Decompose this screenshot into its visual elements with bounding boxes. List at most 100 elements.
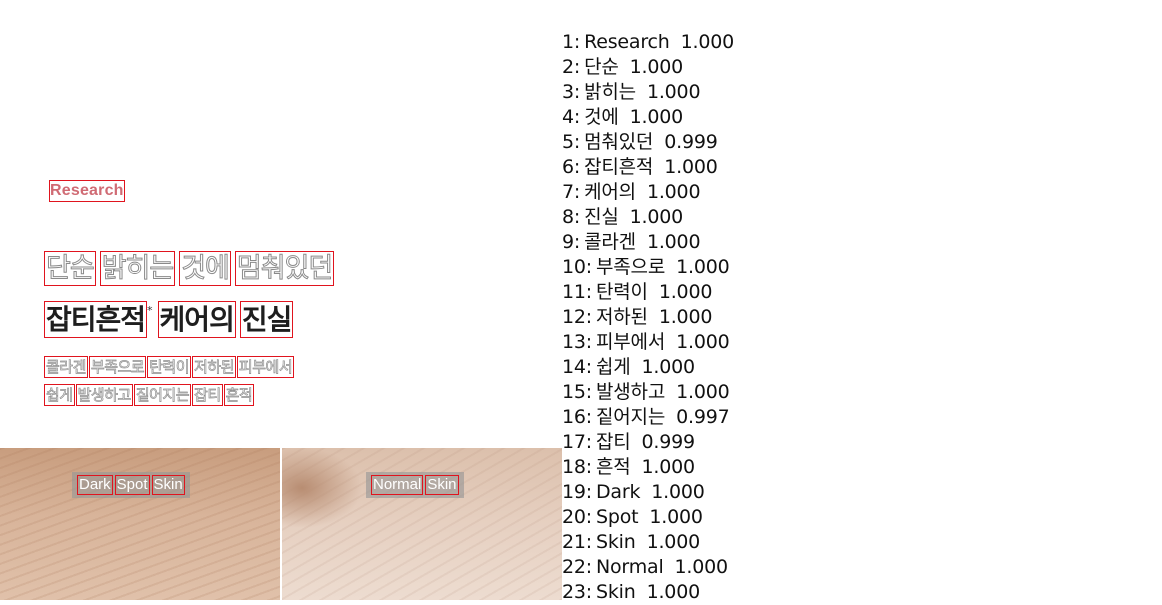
detection-score: 1.000 — [649, 506, 703, 528]
headline-line-2: 잡티흔적 * 케어의 진실 — [43, 301, 294, 338]
detection-score: 0.999 — [664, 131, 718, 153]
detection-row: 4: 것에 1.000 — [562, 105, 1162, 130]
detection-index: 18: — [562, 456, 592, 478]
detection-text: 케어의 — [584, 181, 636, 203]
normal-skin-photo — [282, 448, 562, 600]
subtext-word: 부족으로 — [88, 356, 147, 378]
detection-index: 7: — [562, 181, 581, 203]
detection-text: 짙어지는 — [595, 406, 666, 428]
detection-index: 11: — [562, 281, 592, 303]
detection-text: Dark — [595, 481, 641, 503]
dark-spot-skin-photo — [0, 448, 280, 600]
label-word: Normal — [370, 475, 424, 495]
detection-score: 1.000 — [676, 381, 730, 403]
headline-word: 멈춰있던 — [234, 251, 335, 286]
research-label: Research — [49, 180, 125, 202]
detection-index: 10: — [562, 256, 592, 278]
detection-row: 21: Skin 1.000 — [562, 530, 1162, 555]
subtext-word: 발생하고 — [75, 384, 133, 406]
detection-text: 것에 — [584, 106, 619, 128]
detection-row: 14: 쉽게 1.000 — [562, 355, 1162, 380]
detection-index: 6: — [562, 156, 581, 178]
subtext-line-2: 쉽게 발생하고 짙어지는 잡티 흔적 — [44, 384, 255, 406]
detection-index: 16: — [562, 406, 592, 428]
detection-row: 23: Skin 1.000 — [562, 580, 1162, 605]
headline-word: 케어의 — [157, 301, 236, 338]
detection-text: 콜라겐 — [584, 231, 636, 253]
detection-row: 3: 밝히는 1.000 — [562, 80, 1162, 105]
detection-text: 쉽게 — [595, 356, 631, 378]
detection-results-list: 1: Research 1.000 2: 단순 1.000 3: 밝히는 1.000 4: 것에 1.… — [562, 30, 1162, 605]
detection-index: 9: — [562, 231, 581, 253]
detection-score: 1.000 — [646, 81, 701, 103]
detection-score: 1.000 — [629, 56, 684, 78]
detection-row: 15: 발생하고 1.000 — [562, 380, 1162, 405]
detection-score: 1.000 — [676, 256, 730, 278]
label-word: Spot — [114, 475, 150, 495]
detection-text: 밝히는 — [584, 81, 636, 103]
detection-row: 7: 케어의 1.000 — [562, 180, 1162, 205]
subtext-line-1: 콜라겐 부족으로 탄력이 저하된 피부에서 — [44, 356, 295, 378]
detection-text: 부족으로 — [595, 256, 666, 278]
detection-text: 잡티흔적 — [584, 156, 654, 178]
photo-divider — [280, 448, 282, 600]
label-word: Skin — [425, 475, 459, 495]
detection-text: 피부에서 — [595, 331, 666, 353]
detection-row: 22: Normal 1.000 — [562, 555, 1162, 580]
detection-text: 발생하고 — [595, 381, 666, 403]
detection-index: 12: — [562, 306, 592, 328]
detection-row: 19: Dark 1.000 — [562, 480, 1162, 505]
detection-row: 13: 피부에서 1.000 — [562, 330, 1162, 355]
detection-text: Skin — [595, 581, 636, 603]
detection-score: 1.000 — [680, 31, 735, 53]
detection-text: 저하된 — [595, 306, 648, 328]
annotated-image: Research 단순 밝히는 것에 멈춰있던 잡티흔적 * 케어의 진실 콜라… — [0, 0, 562, 600]
detection-score: 1.000 — [641, 356, 696, 378]
detection-score: 1.000 — [646, 231, 701, 253]
detection-index: 8: — [562, 206, 581, 228]
detection-index: 19: — [562, 481, 592, 503]
subtext-word: 쉽게 — [44, 384, 75, 406]
detection-index: 2: — [562, 56, 581, 78]
detection-text: 흔적 — [595, 456, 631, 478]
detection-text: 진실 — [584, 206, 619, 228]
detection-row: 20: Spot 1.000 — [562, 505, 1162, 530]
detection-row: 11: 탄력이 1.000 — [562, 280, 1162, 305]
label-word: Skin — [151, 475, 185, 495]
detection-index: 3: — [562, 81, 581, 103]
detection-index: 15: — [562, 381, 592, 403]
subtext-word: 피부에서 — [236, 356, 295, 378]
headline-word: 밝히는 — [99, 251, 176, 286]
detection-text: Normal — [595, 556, 664, 578]
detection-row: 1: Research 1.000 — [562, 30, 1162, 55]
normal-skin-label: Normal Skin — [366, 472, 464, 498]
subtext-word: 짙어지는 — [133, 384, 192, 406]
detection-score: 1.000 — [676, 331, 730, 353]
detection-index: 4: — [562, 106, 581, 128]
label-word: Dark — [77, 475, 113, 495]
detection-score: 1.000 — [646, 581, 701, 603]
subtext-word: 흔적 — [223, 384, 255, 406]
detection-index: 14: — [562, 356, 592, 378]
detection-text: Research — [584, 31, 670, 53]
detection-text: 탄력이 — [595, 281, 648, 303]
detection-row: 17: 잡티 0.999 — [562, 430, 1162, 455]
detection-text: 멈춰있던 — [584, 131, 654, 153]
detection-score: 1.000 — [674, 556, 729, 578]
detection-row: 12: 저하된 1.000 — [562, 305, 1162, 330]
detection-index: 13: — [562, 331, 592, 353]
detection-index: 21: — [562, 531, 592, 553]
detection-score: 1.000 — [658, 281, 713, 303]
detection-score: 0.999 — [641, 431, 696, 453]
detection-row: 6: 잡티흔적 1.000 — [562, 155, 1162, 180]
headline-word: 진실 — [239, 301, 294, 338]
subtext-word: 탄력이 — [147, 356, 192, 378]
detection-score: 1.000 — [646, 181, 701, 203]
detection-row: 10: 부족으로 1.000 — [562, 255, 1162, 280]
detection-row: 16: 짙어지는 0.997 — [562, 405, 1162, 430]
subtext-word: 잡티 — [192, 384, 223, 406]
detection-score: 1.000 — [641, 456, 696, 478]
detection-score: 1.000 — [658, 306, 713, 328]
subtext-word: 저하된 — [192, 356, 236, 378]
headline-word: 것에 — [179, 251, 231, 286]
